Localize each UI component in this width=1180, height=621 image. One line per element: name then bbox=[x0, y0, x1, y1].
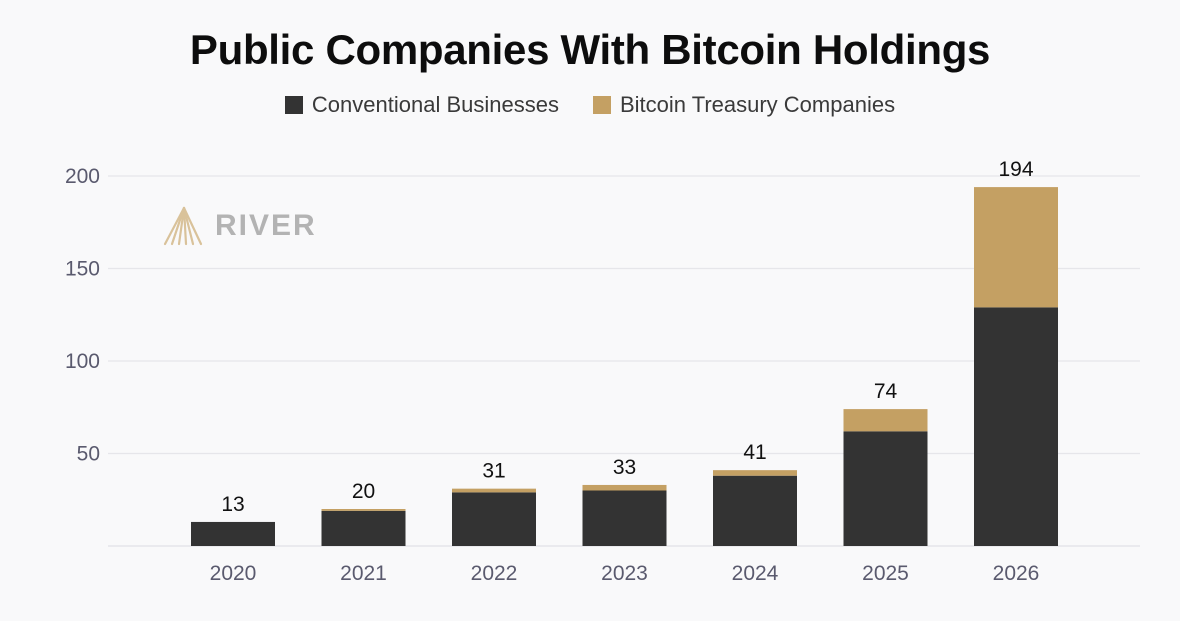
bar-treasury-2022 bbox=[452, 488, 536, 493]
x-tick-label: 2021 bbox=[340, 562, 387, 585]
data-label-total: 194 bbox=[998, 158, 1033, 181]
data-label-total: 74 bbox=[874, 380, 898, 403]
x-tick-label: 2024 bbox=[732, 562, 779, 585]
data-label-total: 13 bbox=[221, 493, 244, 516]
legend-label-conventional: Conventional Businesses bbox=[311, 92, 559, 117]
y-tick-label: 150 bbox=[65, 258, 100, 281]
bar-treasury-2021 bbox=[321, 509, 406, 511]
x-tick-label: 2020 bbox=[210, 562, 257, 585]
bar-conventional-2023 bbox=[582, 490, 667, 546]
legend-swatch-treasury bbox=[592, 96, 611, 114]
legend-swatch-conventional bbox=[284, 96, 303, 114]
bar-treasury-2025 bbox=[843, 409, 928, 432]
x-tick-label: 2023 bbox=[601, 562, 648, 585]
legend-item-conventional: Conventional Businesses bbox=[284, 92, 559, 118]
bar-conventional-2026 bbox=[974, 307, 1058, 546]
bar-treasury-2026 bbox=[974, 187, 1058, 308]
bar-conventional-2022 bbox=[452, 492, 536, 546]
chart-legend: Conventional Businesses Bitcoin Treasury… bbox=[0, 92, 1180, 118]
bar-conventional-2021 bbox=[321, 510, 406, 546]
data-label-total: 41 bbox=[743, 441, 766, 464]
bar-treasury-2023 bbox=[582, 484, 667, 491]
river-wordmark: RIVER bbox=[215, 209, 317, 242]
legend-label-treasury: Bitcoin Treasury Companies bbox=[619, 92, 896, 117]
x-tick-label: 2022 bbox=[471, 562, 518, 585]
chart-title: Public Companies With Bitcoin Holdings bbox=[189, 26, 991, 73]
x-tick-label: 2025 bbox=[862, 562, 909, 585]
x-tick-label: 2026 bbox=[993, 562, 1040, 585]
bar-conventional-2024 bbox=[713, 475, 797, 546]
legend-item-treasury: Bitcoin Treasury Companies bbox=[592, 92, 896, 118]
y-tick-label: 200 bbox=[65, 165, 100, 188]
y-tick-label: 50 bbox=[77, 443, 100, 466]
river-watermark: RIVER bbox=[163, 206, 317, 246]
y-tick-label: 100 bbox=[65, 350, 100, 373]
data-label-total: 20 bbox=[352, 480, 375, 503]
data-label-total: 33 bbox=[613, 456, 636, 479]
bar-conventional-2020 bbox=[191, 521, 275, 546]
river-logo-icon bbox=[163, 206, 203, 246]
bar-conventional-2025 bbox=[843, 431, 928, 546]
bar-treasury-2024 bbox=[713, 470, 797, 476]
data-label-total: 31 bbox=[482, 460, 505, 483]
